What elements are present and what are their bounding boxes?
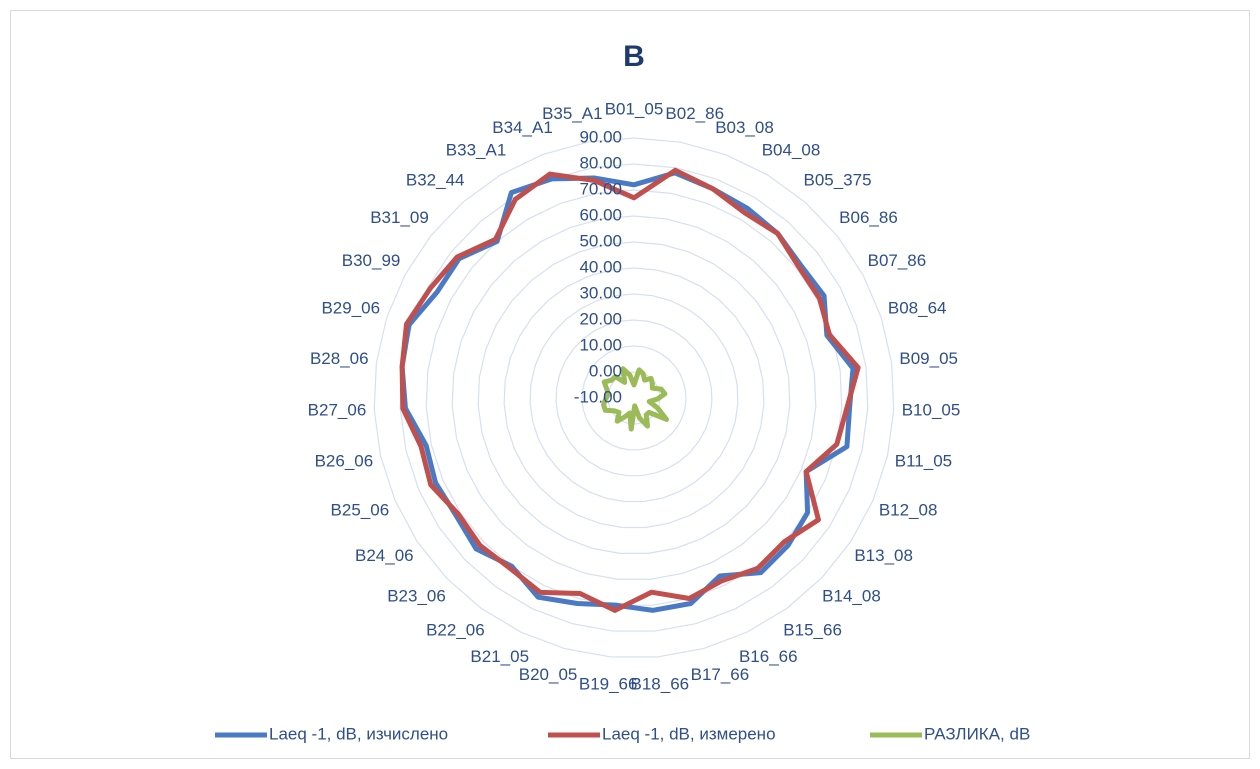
category-label: B28_06	[310, 349, 369, 368]
category-label: B06_86	[839, 208, 898, 227]
category-label: B33_A1	[446, 140, 507, 159]
category-label: B31_09	[370, 208, 429, 227]
category-label: B10_05	[902, 400, 961, 419]
grid-ring	[451, 215, 817, 580]
y-tick-label: 50.00	[579, 231, 622, 250]
chart-title: B	[623, 40, 645, 73]
category-label: B18_66	[631, 674, 690, 693]
category-label: B15_66	[783, 620, 842, 639]
legend-label: Laeq -1, dB, изчислено	[269, 724, 448, 743]
legend-label: Laeq -1, dB, измерено	[602, 724, 776, 743]
series-line	[601, 366, 670, 432]
legend-label: РАЗЛИКА, dB	[924, 724, 1030, 743]
y-tick-label: 80.00	[579, 153, 622, 172]
grid-ring	[399, 163, 869, 632]
category-label: B27_06	[308, 400, 367, 419]
y-tick-label: 0.00	[589, 361, 622, 380]
y-tick-label: 30.00	[579, 283, 622, 302]
category-label: B26_06	[315, 452, 374, 471]
category-label: B03_08	[715, 118, 774, 137]
category-label: B07_86	[868, 251, 927, 270]
y-tick-label: 60.00	[579, 205, 622, 224]
grid-ring	[373, 137, 895, 658]
grid-ring	[555, 319, 713, 477]
grid-ring	[503, 267, 765, 529]
grid-ring	[581, 345, 687, 451]
category-label: B34_A1	[492, 118, 553, 137]
y-tick-label: 10.00	[579, 335, 622, 354]
grid-ring	[477, 241, 791, 554]
category-label: B35_A1	[542, 104, 603, 123]
category-label: B11_05	[895, 452, 952, 471]
category-label: B19_66	[579, 674, 638, 693]
y-tick-label: -10.00	[574, 387, 622, 406]
category-label: B04_08	[762, 140, 821, 159]
category-label: B16_66	[739, 647, 798, 666]
category-label: B29_06	[321, 298, 380, 317]
category-label: B13_08	[854, 546, 913, 565]
category-label: B22_06	[426, 620, 485, 639]
chart-border	[10, 10, 1250, 759]
y-tick-label: 20.00	[579, 309, 622, 328]
category-label: B01_05	[605, 99, 664, 118]
category-label: B09_05	[899, 349, 958, 368]
y-tick-label: 40.00	[579, 257, 622, 276]
category-label: B30_99	[342, 251, 401, 270]
grid-ring	[425, 189, 843, 606]
category-label: B08_64	[888, 298, 947, 317]
category-label: B32_44	[406, 171, 465, 190]
category-label: B25_06	[331, 501, 390, 520]
y-tick-label: 90.00	[579, 127, 622, 146]
grid-ring	[529, 293, 739, 503]
y-tick-label: 70.00	[579, 179, 622, 198]
category-label: B14_08	[822, 587, 881, 606]
series-line	[399, 170, 856, 613]
series-line	[399, 167, 861, 613]
category-label: B23_06	[387, 587, 446, 606]
category-label: B17_66	[691, 665, 750, 684]
category-label: B21_05	[470, 647, 529, 666]
category-label: B12_08	[879, 501, 938, 520]
category-label: B24_06	[355, 546, 414, 565]
category-label: B20_05	[519, 665, 578, 684]
category-label: B02_86	[665, 104, 724, 123]
category-label: B05_375	[803, 171, 871, 190]
